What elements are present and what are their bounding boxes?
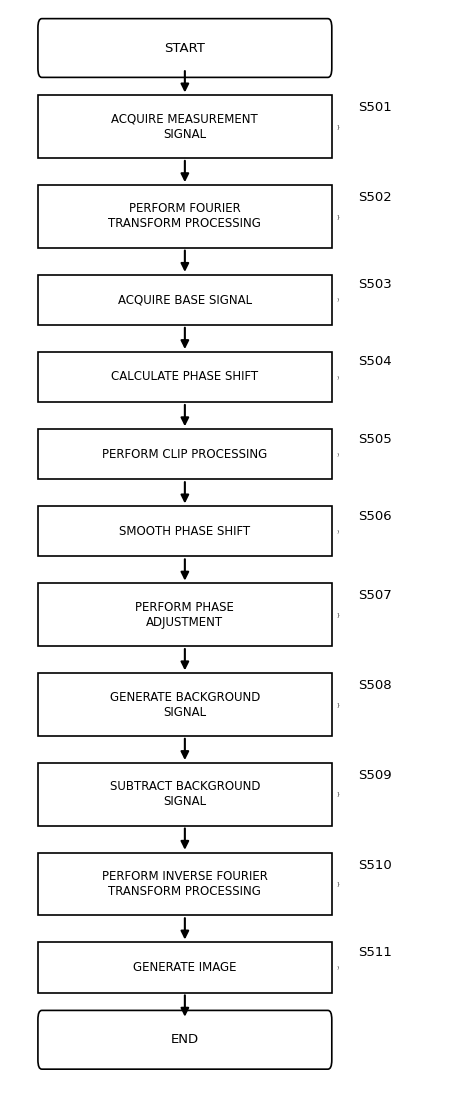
FancyBboxPatch shape — [38, 19, 332, 78]
Bar — [38, 430, 332, 480]
Bar — [38, 185, 332, 248]
Text: ACQUIRE MEASUREMENT
SIGNAL: ACQUIRE MEASUREMENT SIGNAL — [111, 112, 258, 141]
Text: CALCULATE PHASE SHIFT: CALCULATE PHASE SHIFT — [111, 371, 258, 383]
Text: PERFORM FOURIER
TRANSFORM PROCESSING: PERFORM FOURIER TRANSFORM PROCESSING — [109, 202, 261, 231]
Bar — [38, 584, 332, 646]
Bar — [38, 942, 332, 992]
Bar — [38, 506, 332, 556]
Text: S505: S505 — [358, 433, 392, 445]
Bar — [38, 673, 332, 736]
Text: }: } — [337, 966, 339, 969]
Text: S509: S509 — [358, 769, 392, 781]
Text: }: } — [337, 297, 339, 302]
Text: S511: S511 — [358, 946, 392, 959]
Text: S504: S504 — [358, 355, 392, 369]
Text: PERFORM INVERSE FOURIER
TRANSFORM PROCESSING: PERFORM INVERSE FOURIER TRANSFORM PROCES… — [102, 870, 268, 898]
Text: }: } — [337, 124, 339, 129]
Text: }: } — [337, 375, 339, 379]
Text: START: START — [164, 41, 205, 54]
Text: }: } — [337, 791, 339, 797]
Bar — [38, 95, 332, 158]
Text: GENERATE BACKGROUND
SIGNAL: GENERATE BACKGROUND SIGNAL — [109, 690, 260, 718]
Bar — [38, 352, 332, 402]
Text: PERFORM CLIP PROCESSING: PERFORM CLIP PROCESSING — [102, 447, 267, 461]
Text: S510: S510 — [358, 859, 392, 871]
Text: S506: S506 — [358, 509, 392, 523]
Text: SUBTRACT BACKGROUND
SIGNAL: SUBTRACT BACKGROUND SIGNAL — [109, 780, 260, 808]
Text: S502: S502 — [358, 191, 392, 204]
Text: GENERATE IMAGE: GENERATE IMAGE — [133, 961, 237, 973]
Text: }: } — [337, 529, 339, 534]
Text: S507: S507 — [358, 589, 392, 603]
Text: PERFORM PHASE
ADJUSTMENT: PERFORM PHASE ADJUSTMENT — [136, 601, 234, 628]
Bar — [38, 763, 332, 826]
Text: SMOOTH PHASE SHIFT: SMOOTH PHASE SHIFT — [119, 525, 250, 538]
Bar — [38, 275, 332, 325]
Text: }: } — [337, 452, 339, 456]
Bar — [38, 852, 332, 916]
Text: S503: S503 — [358, 279, 392, 291]
Text: }: } — [337, 702, 339, 707]
Text: ACQUIRE BASE SIGNAL: ACQUIRE BASE SIGNAL — [118, 293, 252, 306]
Text: END: END — [171, 1033, 199, 1047]
Text: }: } — [337, 214, 339, 219]
Text: }: } — [337, 881, 339, 887]
FancyBboxPatch shape — [38, 1010, 332, 1069]
Text: S508: S508 — [358, 679, 392, 693]
Text: }: } — [337, 613, 339, 617]
Text: S501: S501 — [358, 101, 392, 114]
